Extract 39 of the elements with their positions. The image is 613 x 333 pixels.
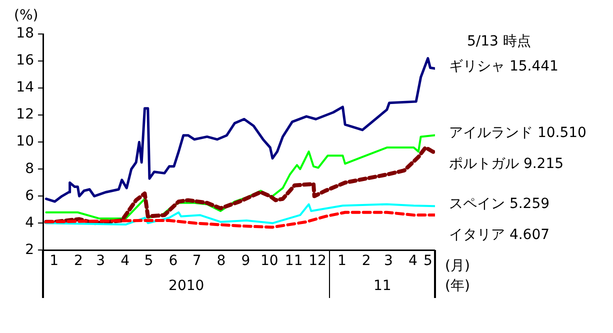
x-tick-label: 3 <box>384 253 393 270</box>
x-tick-label: 5 <box>423 253 432 270</box>
line-series <box>44 146 435 226</box>
y-tick-label: 12 <box>16 106 34 123</box>
line-series <box>44 210 435 229</box>
y-tick-label: 14 <box>16 80 34 96</box>
x-axis-title: (月) <box>445 258 470 274</box>
y-tick-label: 16 <box>16 52 34 69</box>
y-axis-title: (%) <box>14 8 38 24</box>
x-tick-label: 4 <box>408 253 418 270</box>
text: スペイン 5.259 <box>449 196 550 212</box>
text: 2010 <box>168 278 204 294</box>
x-tick-label: 11 <box>284 253 303 270</box>
x-tick-label: 5 <box>144 253 154 270</box>
text: 11 <box>373 278 392 294</box>
y-tick-label: 10 <box>16 134 34 150</box>
x-tick-label: 1 <box>337 253 346 270</box>
text: 5/13 時点 <box>467 34 531 50</box>
y-tick-label: 2 <box>25 242 34 258</box>
y-tick-label: 6 <box>25 188 34 204</box>
y-tick-label: 8 <box>25 160 34 177</box>
y-tick-label: 18 <box>16 26 34 42</box>
x-tick-label: 10 <box>260 253 278 270</box>
x-tick-label: 2 <box>362 253 371 270</box>
y-tick-label: 4 <box>25 214 34 231</box>
x-tick-label: 8 <box>216 253 226 270</box>
x-tick-label: 1 <box>50 253 59 270</box>
text: アイルランド 10.510 <box>449 124 586 141</box>
text: イタリア 4.607 <box>449 226 550 243</box>
x-tick-label: 9 <box>241 253 250 270</box>
x-tick-label: 7 <box>192 253 202 270</box>
text: ギリシャ 15.441 <box>449 58 558 74</box>
x-tick-label: 3 <box>96 253 106 270</box>
text: ポルトガル 9.215 <box>449 156 564 172</box>
x-tick-label: 2 <box>74 253 83 270</box>
x-tick-label: 12 <box>308 253 326 270</box>
text: (年) <box>445 278 470 294</box>
x-tick-label: 4 <box>120 253 130 270</box>
x-tick-label: 6 <box>168 253 178 270</box>
